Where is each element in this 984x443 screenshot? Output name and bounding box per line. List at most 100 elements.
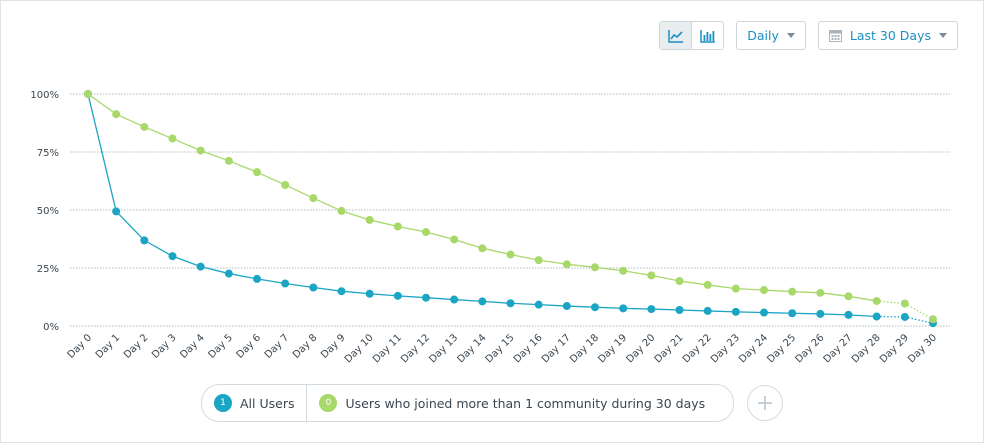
legend-item-multi-community[interactable]: 0 Users who joined more than 1 community…	[306, 385, 717, 421]
chevron-down-icon	[939, 33, 947, 38]
data-point	[168, 252, 177, 261]
data-point	[478, 297, 487, 306]
data-point	[309, 283, 318, 292]
data-point	[703, 306, 712, 315]
series-line	[87, 93, 877, 318]
data-point	[534, 256, 543, 265]
data-point	[675, 305, 684, 314]
data-point	[450, 295, 459, 304]
add-segment-button[interactable]: +	[747, 385, 783, 421]
data-point	[562, 302, 571, 311]
x-tick-label: Day 28	[850, 332, 883, 365]
y-tick-label: 25%	[37, 264, 59, 275]
x-tick-label: Day 17	[540, 332, 573, 365]
x-tick-label: Day 23	[709, 332, 742, 365]
data-point	[675, 276, 684, 285]
x-tick-label: Day 5	[206, 332, 234, 360]
bar-chart-button[interactable]	[691, 22, 723, 49]
x-tick-label: Day 2	[122, 332, 150, 360]
x-tick-label: Day 1	[94, 332, 122, 360]
legend-label: All Users	[240, 395, 295, 411]
x-tick-label: Day 20	[624, 332, 657, 365]
data-point	[422, 228, 430, 237]
data-point	[224, 156, 233, 165]
x-tick-label: Day 12	[399, 332, 432, 365]
data-point	[337, 206, 346, 215]
x-tick-label: Day 11	[371, 332, 404, 365]
date-range-dropdown[interactable]: Last 30 Days	[817, 21, 958, 50]
chart-type-toggle	[659, 21, 725, 50]
plus-icon: +	[755, 390, 775, 416]
legend-item-all-users[interactable]: 1 All Users	[202, 385, 306, 421]
data-point	[900, 299, 909, 308]
data-point	[872, 312, 881, 321]
data-point	[365, 289, 374, 298]
y-tick-label: 100%	[30, 90, 59, 101]
x-tick-label: Day 25	[765, 332, 798, 365]
data-point	[562, 260, 571, 269]
chevron-down-icon	[786, 33, 795, 38]
data-point	[760, 286, 768, 295]
series-lines	[84, 90, 937, 328]
data-point	[112, 110, 121, 119]
data-point	[281, 279, 290, 288]
data-point	[365, 215, 374, 224]
data-point	[393, 291, 402, 300]
x-tick-label: Day 29	[878, 332, 911, 365]
y-tick-label: 0%	[43, 322, 59, 333]
data-point	[140, 122, 149, 131]
x-axis-ticks: Day 0 Day 1 Day 2 Day 3 Day 4 Day 5 Day 6 Day 7…	[66, 332, 939, 365]
x-tick-label: Day 4	[178, 332, 206, 360]
data-point	[591, 263, 599, 272]
chart-toolbar: Daily Last 30 Days	[659, 21, 958, 50]
data-point	[84, 90, 92, 98]
data-point	[196, 262, 205, 271]
x-tick-label: Day 18	[568, 332, 601, 365]
x-tick-label: Day 30	[906, 332, 939, 365]
data-point	[534, 300, 543, 309]
x-tick-label: Day 21	[653, 332, 686, 365]
data-point	[731, 284, 740, 293]
data-point	[788, 287, 797, 296]
data-point	[703, 280, 712, 289]
data-point	[816, 309, 825, 318]
data-point	[196, 146, 205, 155]
data-point	[506, 299, 515, 308]
x-tick-label: Day 27	[822, 332, 855, 365]
data-point	[450, 235, 459, 244]
x-tick-label: Day 8	[291, 332, 319, 360]
x-tick-label: Day 0	[66, 332, 94, 360]
data-point	[422, 293, 430, 302]
data-point	[900, 312, 909, 321]
line-chart-icon	[668, 29, 683, 43]
data-point	[619, 304, 628, 313]
legend: 1 All Users 0 Users who joined more than…	[201, 384, 734, 422]
data-point	[788, 309, 797, 318]
bar-chart-icon	[700, 29, 715, 43]
x-tick-label: Day 15	[484, 332, 517, 365]
x-tick-label: Day 13	[427, 332, 460, 365]
data-point	[224, 269, 233, 278]
x-tick-label: Day 24	[737, 332, 770, 365]
data-point	[112, 207, 121, 216]
data-point	[168, 134, 177, 143]
x-tick-label: Day 7	[263, 332, 291, 360]
x-tick-label: Day 6	[235, 332, 263, 360]
data-point	[591, 303, 599, 312]
x-tick-label: Day 3	[150, 332, 178, 360]
line-chart-button[interactable]	[660, 22, 692, 49]
date-range-label: Last 30 Days	[849, 28, 931, 43]
data-point	[309, 194, 318, 203]
data-point	[760, 308, 768, 317]
data-point	[478, 244, 487, 253]
grid-lines	[70, 93, 950, 327]
data-point	[619, 266, 628, 275]
data-point	[844, 292, 853, 301]
interval-label: Daily	[747, 28, 779, 43]
data-point	[731, 307, 740, 316]
data-point	[393, 222, 402, 231]
series-line	[87, 93, 877, 302]
x-tick-label: Day 14	[455, 332, 488, 365]
interval-dropdown[interactable]: Daily	[736, 21, 806, 50]
